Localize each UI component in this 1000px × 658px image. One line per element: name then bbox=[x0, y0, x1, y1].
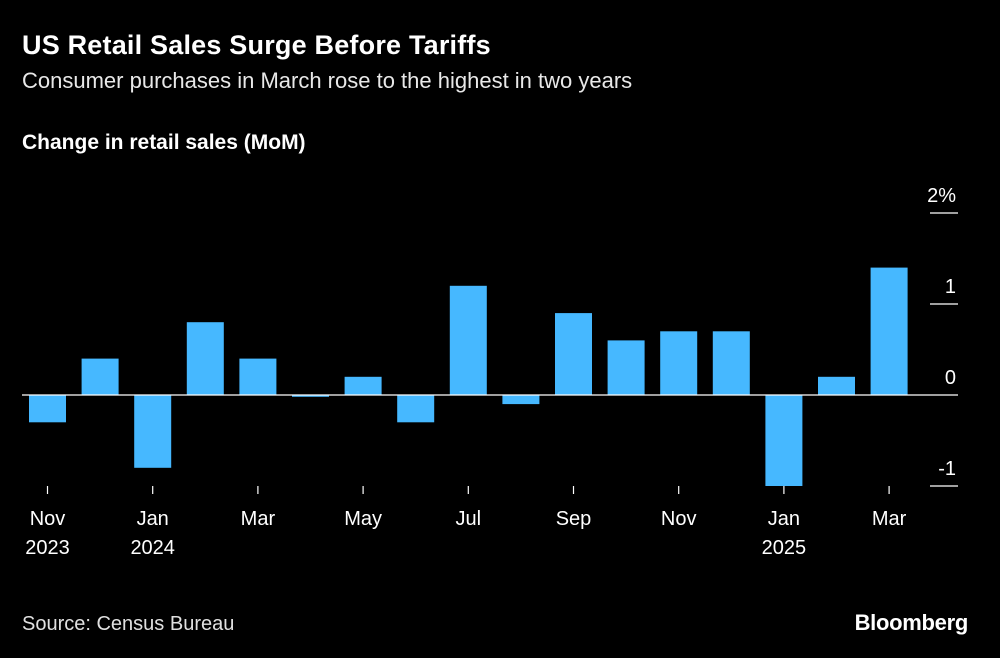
y-tick-label: 1 bbox=[945, 276, 956, 298]
bar-mar-2024 bbox=[239, 358, 277, 395]
bar-sep-2024 bbox=[555, 313, 592, 395]
bars-group bbox=[29, 267, 908, 486]
chart-label: Change in retail sales (MoM) bbox=[22, 131, 306, 154]
bar-mar-2025 bbox=[870, 267, 908, 395]
x-tick-label: Jan bbox=[768, 508, 800, 530]
x-tick-year-label: 2023 bbox=[25, 537, 70, 559]
x-tick-label: Mar bbox=[241, 508, 276, 530]
bar-feb-2025 bbox=[818, 376, 855, 395]
x-tick-year-label: 2025 bbox=[762, 537, 807, 559]
bar-apr-2024 bbox=[292, 395, 329, 397]
bar-aug-2024 bbox=[502, 395, 540, 405]
x-tick-label: Jul bbox=[456, 508, 482, 530]
bloomberg-logo: Bloomberg bbox=[854, 610, 969, 635]
x-tick-label: Nov bbox=[30, 508, 66, 530]
x-tick-label: Nov bbox=[661, 508, 697, 530]
bar-jun-2024 bbox=[397, 395, 435, 423]
bar-dec-2023 bbox=[81, 358, 119, 395]
x-tick-label: Jan bbox=[137, 508, 169, 530]
bar-jan-2024 bbox=[134, 395, 172, 468]
bar-jul-2024 bbox=[449, 285, 487, 395]
chart-subtitle: Consumer purchases in March rose to the … bbox=[22, 68, 633, 93]
bar-oct-2024 bbox=[607, 340, 645, 395]
bar-feb-2024 bbox=[186, 322, 224, 395]
x-axis: Nov 2023 Jan 2024 Mar May Jul Sep Nov Jan 2025 Mar bbox=[25, 486, 907, 559]
bar-nov-2024 bbox=[660, 331, 698, 395]
source-note: Source: Census Bureau bbox=[22, 613, 235, 635]
y-tick-label: -1 bbox=[938, 458, 956, 480]
bar-may-2024 bbox=[344, 376, 382, 395]
bar-jan-2025 bbox=[765, 395, 803, 486]
x-tick-label: Sep bbox=[556, 508, 592, 530]
bar-nov-2023 bbox=[29, 395, 66, 423]
bar-dec-2024 bbox=[712, 331, 750, 395]
x-tick-label: Mar bbox=[872, 508, 907, 530]
y-axis: 2% 1 0 -1 bbox=[927, 185, 958, 487]
x-tick-label: May bbox=[344, 508, 382, 530]
y-tick-label: 2% bbox=[927, 185, 956, 207]
chart-title: US Retail Sales Surge Before Tariffs bbox=[22, 30, 491, 60]
x-tick-year-label: 2024 bbox=[130, 537, 175, 559]
y-tick-label: 0 bbox=[945, 367, 956, 389]
